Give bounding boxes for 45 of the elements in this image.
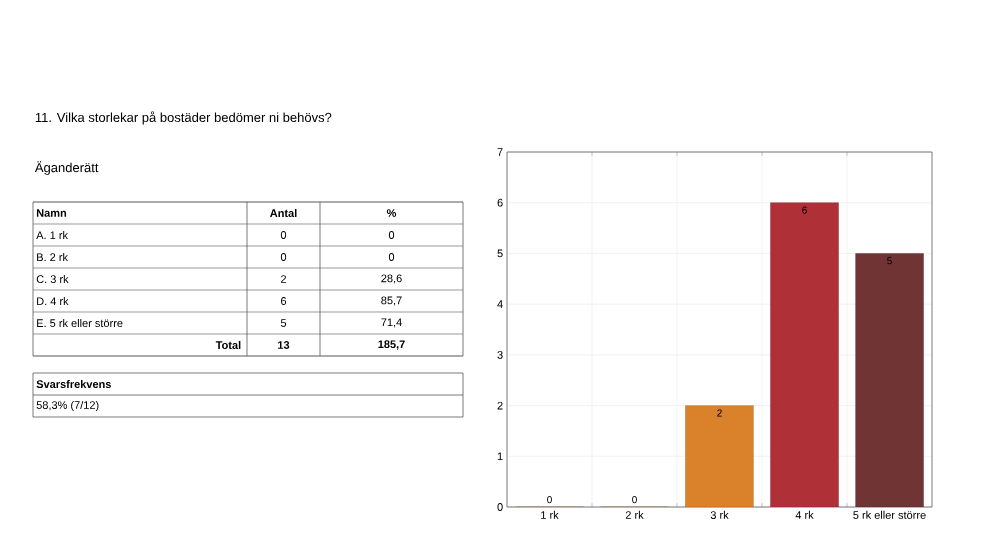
- x-tick-label: 3 rk: [710, 510, 729, 519]
- text: 85,7: [381, 296, 402, 306]
- bar: [855, 253, 924, 507]
- text: Antal: [270, 208, 297, 218]
- text: 0: [280, 253, 287, 261]
- text: 13: [278, 341, 290, 349]
- text: 185,7: [378, 340, 405, 350]
- text: D. 4 rk: [37, 297, 69, 305]
- y-tick-label: 4: [497, 300, 503, 308]
- text: 0: [280, 231, 287, 239]
- x-tick-label: 4 rk: [795, 510, 814, 519]
- text: Svarsfrekvens: [36, 379, 111, 389]
- text: C. 3 rk: [36, 274, 69, 284]
- data-label: 2: [717, 409, 722, 417]
- text: A. 1 rk: [36, 231, 68, 239]
- y-tick-label: 0: [497, 503, 503, 511]
- y-tick-label: 7: [497, 148, 503, 156]
- text: 0: [388, 253, 395, 261]
- text: 6: [281, 297, 287, 305]
- text: Äganderätt: [34, 161, 99, 175]
- text: 5: [280, 319, 287, 327]
- text: B. 2 rk: [37, 253, 68, 261]
- y-tick-label: 6: [497, 198, 503, 207]
- x-tick-label: 1 rk: [541, 510, 559, 519]
- text: Total: [215, 340, 241, 350]
- data-label: 0: [547, 496, 552, 504]
- text: E. 5 rk eller större: [37, 318, 123, 328]
- text: 28,6: [381, 274, 402, 284]
- y-tick-label: 5: [497, 249, 503, 258]
- data-label: 0: [632, 496, 637, 504]
- y-tick-label: 3: [497, 350, 503, 359]
- text: %: [386, 209, 397, 217]
- text: 0: [388, 231, 395, 239]
- y-tick-label: 2: [497, 401, 503, 410]
- data-label: 5: [887, 257, 892, 265]
- x-tick-label: 2 rk: [625, 510, 644, 519]
- text: 58,3% (7/12): [36, 400, 99, 412]
- x-tick-label: 5 rk eller större: [853, 510, 926, 519]
- text: 2: [281, 275, 287, 283]
- text: Namn: [36, 209, 67, 217]
- text: 11. Vilka storlekar på bostäder bedömer ni behövs?: [35, 111, 332, 125]
- bar: [770, 202, 839, 507]
- text: 71,4: [381, 318, 402, 328]
- data-label: 6: [802, 206, 807, 214]
- y-tick-label: 1: [497, 452, 503, 461]
